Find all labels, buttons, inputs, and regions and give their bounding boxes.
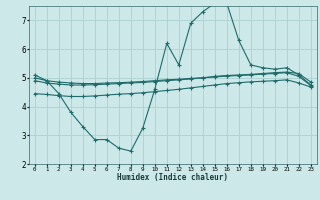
X-axis label: Humidex (Indice chaleur): Humidex (Indice chaleur)	[117, 173, 228, 182]
